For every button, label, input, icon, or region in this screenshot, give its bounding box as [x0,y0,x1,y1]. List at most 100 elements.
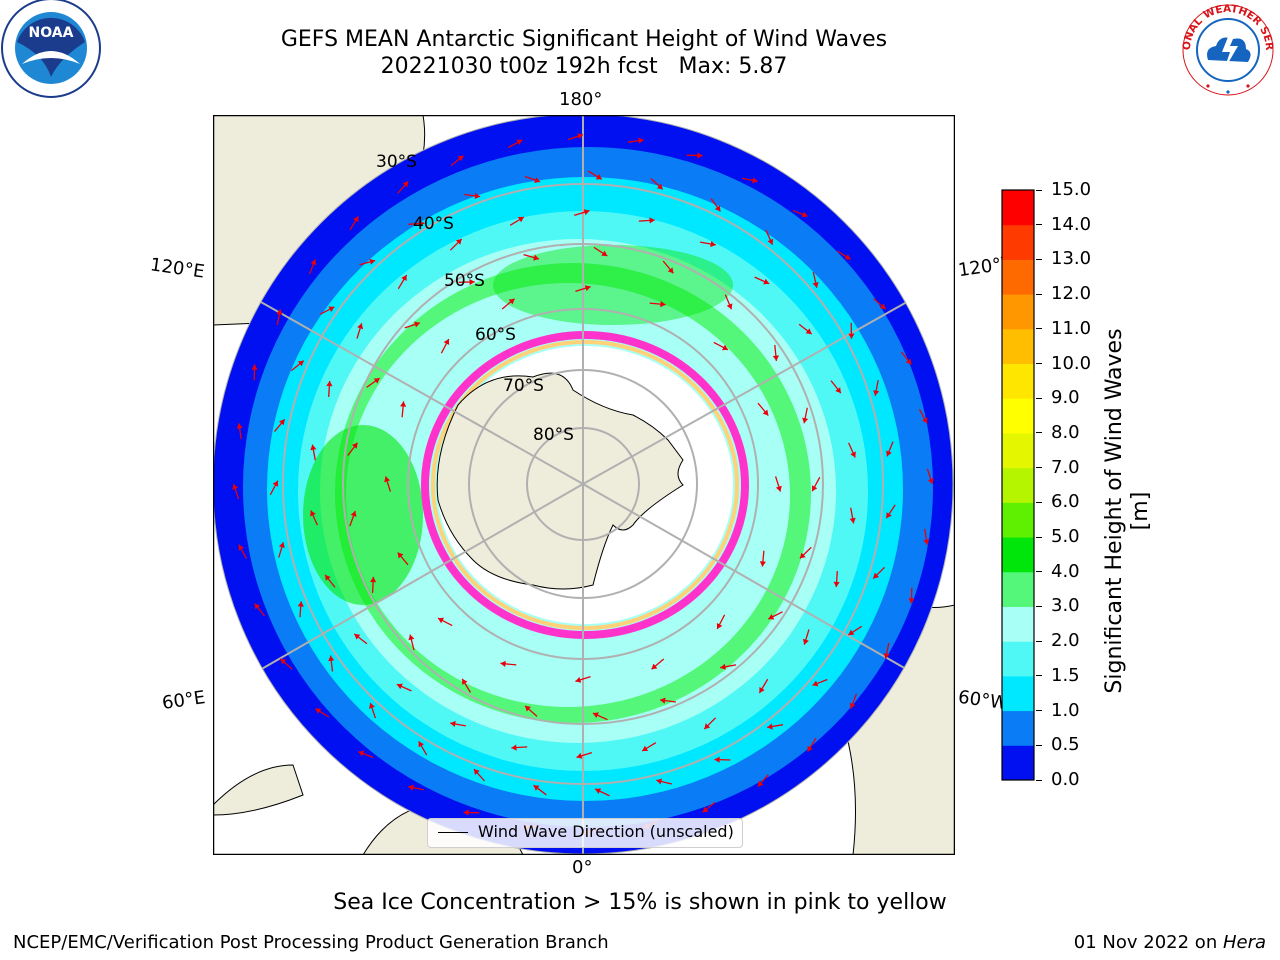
lat-label-60s: 60°S [475,325,516,345]
wind-wave-arrowhead [353,216,359,223]
wind-wave-arrowhead [469,279,475,286]
wind-wave-arrowhead [905,358,912,365]
wind-wave-arrowhead [802,417,809,424]
credit-left: NCEP/EMC/Verification Post Processing Pr… [13,932,609,953]
wind-wave-arrowhead [369,702,375,709]
lat-label-40s: 40°S [413,214,454,234]
wind-wave-arrowhead [583,209,590,216]
wind-wave-arrowhead [534,177,541,183]
wind-wave-arrowhead [576,752,583,759]
wind-wave-arrowhead [642,745,649,751]
wind-wave-arrowhead [767,238,774,245]
wind-wave-arrowhead [849,517,856,524]
colorbar-tick-mark [1036,224,1042,226]
wind-wave-arrowhead [575,676,582,683]
colorbar-tick-label: 1.5 [1051,664,1080,686]
wind-wave-arrowhead [716,623,723,629]
wind-wave-arrowhead [397,552,404,559]
wind-wave-arrowhead [844,254,851,260]
wind-wave-arrowhead [533,785,540,791]
colorbar-cell [1002,294,1034,330]
wind-wave-arrowhead [752,177,758,184]
wind-wave-arrowhead [697,152,703,159]
wind-wave-arrowhead [418,741,424,748]
colorbar-tick-mark [1036,293,1042,295]
wind-wave-arrowhead [457,155,464,162]
wind-wave-arrowhead [704,723,711,730]
wind-wave-arrowhead [516,139,523,145]
credit-date: 01 Nov 2022 on [1073,932,1223,953]
colorbar-tick-label: 6.0 [1051,491,1080,513]
colorbar-tick-label: 7.0 [1051,456,1080,478]
wind-wave-arrowhead [280,658,287,665]
wind-wave-arrowhead [592,712,599,718]
wind-wave-arrowhead [408,634,415,641]
wind-wave-arrowhead [759,687,765,693]
wind-wave-arrowhead [402,181,409,188]
lat-label-70s: 70°S [503,376,544,396]
wind-wave-arrowhead [369,258,376,265]
wind-wave-arrowhead [595,174,602,180]
wind-wave-arrowhead [720,663,726,670]
chart-title: GEFS MEAN Antarctic Significant Height o… [280,27,888,52]
wind-wave-arrowhead [649,217,655,224]
wind-wave-arrowhead [833,581,840,587]
wind-wave-arrowhead [328,306,335,312]
wind-wave-arrowhead [807,745,813,752]
colorbar-tick-mark [1036,397,1042,399]
sea-ice-note: Sea Ice Concentration > 15% is shown in … [333,890,947,915]
wind-wave-arrowhead [848,333,855,339]
colorbar-tick-label: 8.0 [1051,421,1080,443]
colorbar-tick-label: 0.0 [1051,769,1080,790]
wind-wave-arrowhead [772,355,779,361]
wind-wave-arrowhead [401,275,407,281]
colorbar-cell [1002,537,1034,573]
wind-wave-arrowhead [278,542,285,548]
colorbar-tick-mark [1036,571,1042,573]
wind-wave-arrowhead [762,409,769,416]
colorbar-cell [1002,190,1034,226]
credit-host: Hera [1222,932,1266,953]
wind-wave-arrowhead [232,484,239,490]
wind-wave-arrowhead [462,678,468,685]
wind-wave-arrowhead [328,655,335,662]
wind-wave-arrowhead [463,809,469,816]
wind-wave-arrowhead [812,282,819,288]
colorbar-tick-mark [1036,640,1042,642]
wind-wave-arrowhead [396,683,403,690]
wind-wave-arrowhead [850,451,856,458]
map-legend: Wind Wave Direction (unscaled) [427,818,743,848]
colorbar-tick-label: 13.0 [1051,248,1092,270]
legend-line-icon [438,832,468,833]
wind-wave-arrowhead [805,328,812,335]
wind-wave-arrowhead [908,598,915,604]
wind-wave-arrowhead [656,778,662,785]
wind-wave-arrowhead [525,705,531,712]
wind-wave-arrowhead [533,254,539,261]
wind-wave-arrowhead [254,603,261,610]
wind-wave-arrowhead [802,638,809,645]
colorbar-tick-mark [1036,536,1042,538]
wind-wave-arrowhead [835,387,841,394]
colorbar-tick-mark [1036,710,1042,712]
colorbar-tick-mark [1036,501,1042,503]
wind-wave-arrowhead [726,303,733,310]
wind-wave-arrowhead [310,444,317,451]
wind-wave-arrowhead [886,450,892,457]
wind-wave-arrowhead [370,576,377,583]
colorbar-cell [1002,710,1034,746]
colorbar-cell [1002,398,1034,434]
colorbar-cell [1002,502,1034,538]
colorbar-tick-mark [1036,432,1042,434]
wind-wave-arrowhead [400,401,407,407]
wind-wave-arrowhead [238,544,244,551]
colorbar-tick-label: 4.0 [1051,560,1080,582]
lon-label-bottom: 0° [572,857,593,878]
wind-wave-arrowhead [759,561,766,567]
wind-wave-arrowhead [879,303,886,310]
wind-wave-arrowhead [638,137,644,144]
wind-wave-arrowhead [873,572,880,579]
wind-wave-arrowhead [325,574,331,581]
colorbar-cell [1002,259,1034,295]
colorbar-cell [1002,745,1034,781]
